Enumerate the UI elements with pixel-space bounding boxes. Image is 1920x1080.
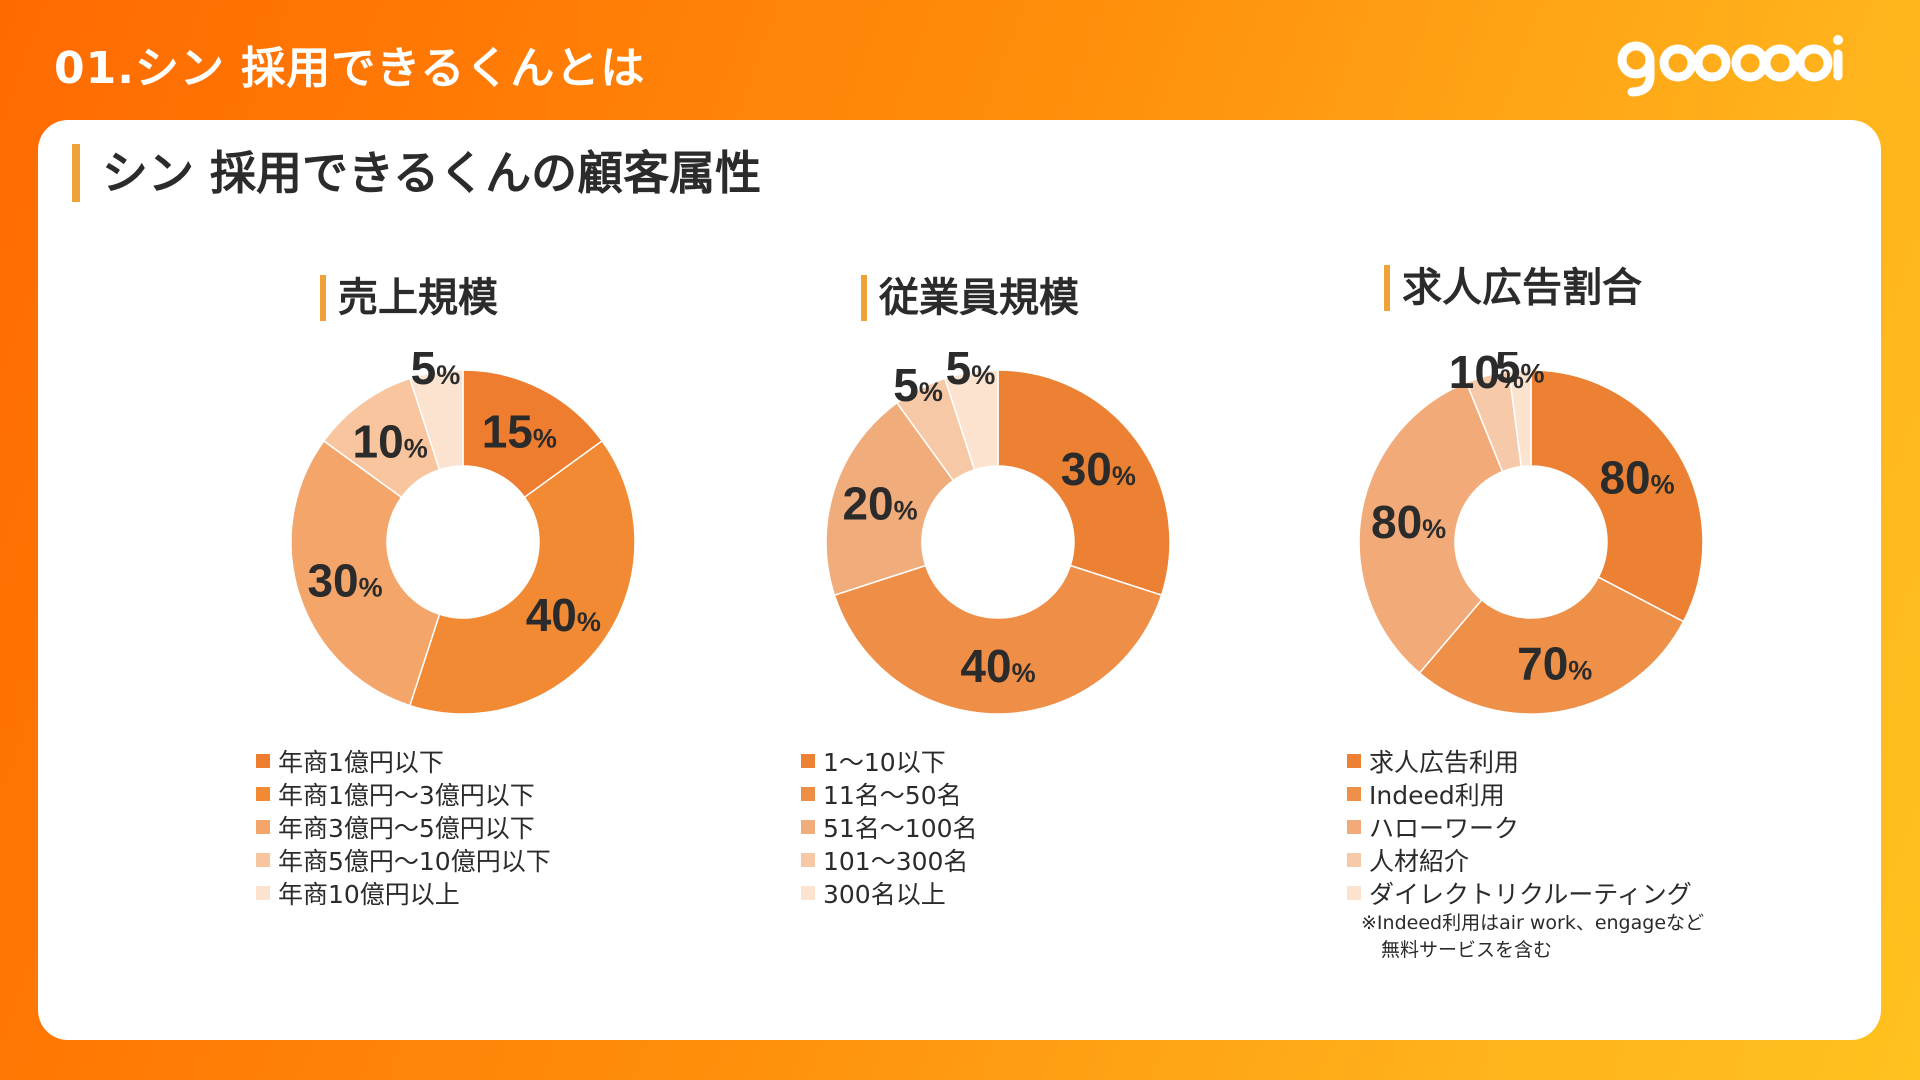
- legend-swatch: [1347, 819, 1361, 834]
- legend-swatch: [256, 753, 270, 768]
- slide-title: 01.シン 採用できるくんとは: [54, 43, 646, 94]
- legend-item: 11名〜50名: [801, 777, 978, 810]
- legend-item: 101〜300名: [801, 843, 978, 876]
- legend-label: ダイレクトリクルーティング: [1369, 879, 1692, 909]
- slice-value-label: 15%: [482, 406, 557, 458]
- legend-item: 51名〜100名: [801, 810, 978, 843]
- chart-legend: 年商1億円以下 年商1億円〜3億円以下 年商3億円〜5億円以下 年商5億円〜10億円以…: [256, 744, 551, 909]
- legend-swatch: [1347, 885, 1361, 900]
- legend-item: Indeed利用: [1347, 777, 1692, 810]
- section-title: シン 採用できるくんの顧客属性: [72, 144, 761, 202]
- chart-job-ad-ratio: 求人広告割合 80% 70% 80% 10% 5% 求人広告利用 Indeed利用 ハローワ…: [1271, 120, 1791, 1040]
- chart-title: 従業員規模: [861, 275, 1079, 321]
- legend-item: 年商1億円以下: [256, 744, 551, 777]
- donut-slice: [408, 439, 636, 715]
- legend-label: 求人広告利用: [1369, 747, 1520, 777]
- chart-legend: 1〜10以下 11名〜50名 51名〜100名 101〜300名 300名以上: [801, 744, 978, 909]
- legend-swatch: [1347, 786, 1361, 801]
- legend-label: 101〜300名: [823, 846, 969, 876]
- chart-legend: 求人広告利用 Indeed利用 ハローワーク 人材紹介 ダイレクトリクルーティング: [1347, 744, 1692, 909]
- legend-item: 年商3億円〜5億円以下: [256, 810, 551, 843]
- company-logo: [1617, 35, 1843, 97]
- legend-item: 年商10億円以上: [256, 876, 551, 909]
- chart-title: 求人広告割合: [1384, 265, 1642, 311]
- legend-item: 年商5億円〜10億円以下: [256, 843, 551, 876]
- legend-item: 1〜10以下: [801, 744, 978, 777]
- footnote-line: 無料サービスを含む: [1381, 939, 1553, 961]
- donut-slice: [1358, 381, 1504, 675]
- legend-label: 11名〜50名: [823, 780, 962, 810]
- slice-value-label: 80%: [1599, 452, 1674, 504]
- slice-value-label: 40%: [526, 589, 601, 641]
- legend-item: ダイレクトリクルーティング: [1347, 876, 1692, 909]
- legend-swatch: [256, 852, 270, 867]
- donut-slice: [290, 439, 441, 707]
- legend-swatch: [256, 786, 270, 801]
- legend-swatch: [801, 753, 815, 768]
- content-card: シン 採用できるくんの顧客属性 売上規模 15% 40% 30% 10% 5% 年商1億…: [38, 120, 1881, 1040]
- legend-label: Indeed利用: [1369, 780, 1505, 810]
- legend-label: 年商5億円〜10億円以下: [278, 846, 551, 876]
- legend-swatch: [801, 885, 815, 900]
- legend-label: 1〜10以下: [823, 747, 946, 777]
- legend-item: 求人広告利用: [1347, 744, 1692, 777]
- chart-employee-scale: 従業員規模 30% 40% 20% 5% 5% 1〜10以下 11名〜50名 51名〜100…: [738, 120, 1258, 1040]
- legend-label: 人材紹介: [1369, 846, 1470, 876]
- slice-value-label: 5%: [411, 352, 461, 394]
- donut-slice: [825, 401, 955, 597]
- slice-value-label: 5%: [893, 359, 943, 411]
- legend-item: 年商1億円〜3億円以下: [256, 777, 551, 810]
- legend-swatch: [801, 786, 815, 801]
- legend-swatch: [256, 819, 270, 834]
- footnote-line: ※Indeed利用はair work、engageなど: [1361, 912, 1705, 934]
- donut-slice: [1530, 369, 1704, 623]
- legend-label: 51名〜100名: [823, 813, 978, 843]
- slice-value-label: 30%: [1061, 443, 1136, 495]
- slice-value-label: 5%: [1495, 352, 1545, 392]
- legend-label: ハローワーク: [1369, 813, 1520, 843]
- slice-value-label: 80%: [1371, 496, 1446, 548]
- donut-slice: [997, 369, 1171, 597]
- donut-slice: [943, 369, 999, 471]
- legend-label: 年商3億円〜5億円以下: [278, 813, 535, 843]
- donut-chart: 80% 70% 80% 10%5%: [1358, 352, 1704, 715]
- chart-footnote: ※Indeed利用はair work、engageなど 無料サービスを含む: [1361, 910, 1704, 964]
- donut-slice: [1418, 576, 1685, 715]
- legend-swatch: [801, 819, 815, 834]
- slice-value-label: 10%: [1449, 352, 1524, 398]
- legend-swatch: [801, 852, 815, 867]
- legend-item: 人材紹介: [1347, 843, 1692, 876]
- legend-label: 年商1億円〜3億円以下: [278, 780, 535, 810]
- slice-value-label: 30%: [307, 554, 382, 606]
- slice-value-label: 70%: [1517, 638, 1592, 690]
- donut-slice: [408, 369, 464, 471]
- slice-value-label: 20%: [842, 478, 917, 530]
- donut-chart: 30% 40% 20% 5% 5%: [825, 352, 1171, 715]
- legend-swatch: [1347, 753, 1361, 768]
- slice-value-label: 10%: [353, 416, 428, 468]
- legend-label: 300名以上: [823, 879, 946, 909]
- legend-swatch: [1347, 852, 1361, 867]
- slice-value-label: 40%: [960, 640, 1035, 692]
- chart-title: 売上規模: [320, 275, 498, 321]
- chart-sales-scale: 売上規模 15% 40% 30% 10% 5% 年商1億円以下 年商1億円〜3億円以下 年商…: [203, 120, 723, 1040]
- legend-swatch: [256, 885, 270, 900]
- legend-item: ハローワーク: [1347, 810, 1692, 843]
- legend-label: 年商1億円以下: [278, 747, 444, 777]
- donut-slice: [1508, 369, 1532, 468]
- donut-chart: 15% 40% 30% 10% 5%: [290, 352, 636, 715]
- legend-label: 年商10億円以上: [278, 879, 460, 909]
- slice-value-label: 5%: [946, 352, 996, 394]
- donut-slice: [833, 564, 1163, 715]
- legend-item: 300名以上: [801, 876, 978, 909]
